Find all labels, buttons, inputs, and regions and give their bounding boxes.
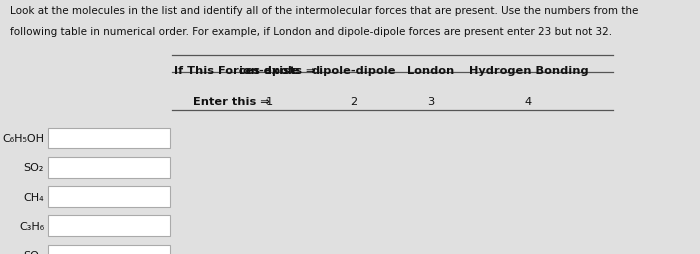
Text: Hydrogen Bonding: Hydrogen Bonding — [469, 66, 588, 76]
Text: C₆H₅OH: C₆H₅OH — [2, 133, 44, 144]
Text: 3: 3 — [427, 97, 434, 107]
Text: SO₂: SO₂ — [24, 163, 44, 173]
Text: ion-dpole: ion-dpole — [239, 66, 300, 76]
Text: If This Forces exists ⇒: If This Forces exists ⇒ — [174, 66, 315, 76]
Text: dipole-dipole: dipole-dipole — [312, 66, 395, 76]
Text: 4: 4 — [525, 97, 532, 107]
FancyBboxPatch shape — [48, 216, 170, 236]
FancyBboxPatch shape — [48, 245, 170, 254]
Text: Look at the molecules in the list and identify all of the intermolecular forces : Look at the molecules in the list and id… — [10, 6, 639, 16]
Text: London: London — [407, 66, 454, 76]
Text: C₃H₆: C₃H₆ — [19, 221, 44, 231]
Text: CH₄: CH₄ — [24, 192, 44, 202]
Text: Enter this ⇒: Enter this ⇒ — [193, 97, 270, 107]
FancyBboxPatch shape — [48, 186, 170, 207]
Text: 1: 1 — [266, 97, 273, 107]
Text: SO₃: SO₃ — [24, 250, 44, 254]
Text: 2: 2 — [350, 97, 357, 107]
Text: following table in numerical order. For example, if London and dipole-dipole for: following table in numerical order. For … — [10, 27, 612, 37]
FancyBboxPatch shape — [48, 128, 170, 149]
FancyBboxPatch shape — [48, 157, 170, 178]
